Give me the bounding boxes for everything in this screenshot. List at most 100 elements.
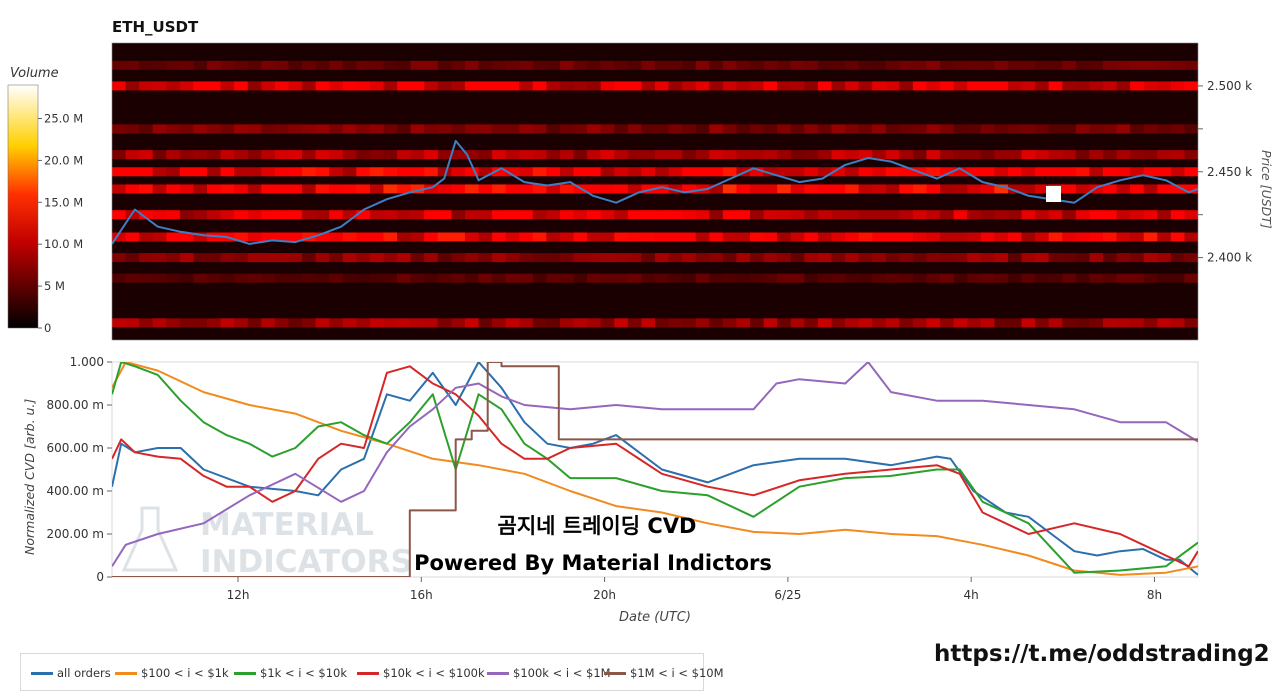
heatmap-cell <box>383 60 398 70</box>
heatmap-cell <box>1184 253 1198 263</box>
heatmap-cell <box>464 150 480 160</box>
heatmap-cell <box>220 124 235 134</box>
heatmap-cell <box>288 150 303 160</box>
heatmap-cell <box>885 232 900 242</box>
heatmap-cell <box>492 318 507 328</box>
heatmap-cell <box>763 150 778 160</box>
heatmap-cell <box>695 60 710 70</box>
heatmap-cell <box>1021 167 1036 177</box>
heatmap-cell <box>478 232 493 242</box>
heatmap-cell <box>274 150 290 160</box>
heatmap-cell <box>1021 232 1036 242</box>
heatmap-cell <box>383 318 398 328</box>
heatmap-cell <box>356 210 371 220</box>
heatmap-cell <box>424 184 439 194</box>
heatmap-cell <box>817 253 833 263</box>
telegram-link[interactable]: https://t.me/oddstrading2 <box>934 641 1270 667</box>
heatmap-cell <box>220 253 235 263</box>
heatmap-cell <box>750 60 765 70</box>
heatmap-cell <box>1089 81 1104 91</box>
heatmap-cell <box>261 273 276 283</box>
heatmap-cell <box>858 232 873 242</box>
heatmap-cell <box>356 60 371 70</box>
heatmap-cell <box>397 60 412 70</box>
heatmap-cell <box>817 81 833 91</box>
heatmap-cell <box>899 210 914 220</box>
heatmap-cell <box>532 232 547 242</box>
heatmap-cell <box>573 167 588 177</box>
heatmap-cell <box>641 167 656 177</box>
heatmap-cell <box>980 124 995 134</box>
heatmap-cell <box>831 210 846 220</box>
heatmap-cell <box>546 124 561 134</box>
heatmap-cell <box>356 167 371 177</box>
heatmap-cell <box>722 81 738 91</box>
heatmap-cell <box>1035 273 1050 283</box>
heatmap-cell <box>967 253 982 263</box>
heatmap-cell <box>682 81 697 91</box>
heatmap-cell <box>926 210 941 220</box>
legend-item[interactable]: all orders <box>31 666 111 680</box>
heatmap-cell <box>505 232 520 242</box>
heatmap-cell <box>383 184 398 194</box>
heatmap-cell <box>912 253 928 263</box>
heatmap-cell <box>437 150 452 160</box>
heatmap-cell <box>980 273 995 283</box>
cvd-x-axis: 12h 16h 20h 6/25 4h 8h <box>227 577 1162 602</box>
legend-label: $10k < i < $100k <box>383 666 485 680</box>
heatmap-cell <box>899 167 914 177</box>
heatmap-cell <box>763 167 778 177</box>
heatmap-cell <box>668 273 683 283</box>
heatmap-cell <box>817 232 833 242</box>
heatmap-cell <box>166 167 181 177</box>
heatmap-cell <box>885 253 900 263</box>
heatmap-cell <box>1157 167 1172 177</box>
heatmap-cell <box>1184 81 1198 91</box>
heatmap-cell <box>587 184 602 194</box>
heatmap-cell <box>845 318 860 328</box>
heatmap-cell <box>763 184 778 194</box>
heatmap-cell <box>885 60 900 70</box>
heatmap-cell <box>573 210 588 220</box>
legend-item[interactable]: $100 < i < $1k <box>115 666 229 680</box>
heatmap-cell <box>695 232 710 242</box>
legend-item[interactable]: $1k < i < $10k <box>234 666 347 680</box>
heatmap-cell <box>451 167 466 177</box>
heatmap-cell <box>994 232 1009 242</box>
heatmap-cell <box>302 210 317 220</box>
heatmap-cell <box>247 124 262 134</box>
heatmap-cell <box>831 167 846 177</box>
colorbar-tick-label: 20.0 M <box>44 153 83 167</box>
heatmap-cell <box>831 184 846 194</box>
heatmap-cell <box>207 253 222 263</box>
legend-label: $100 < i < $1k <box>141 666 229 680</box>
heatmap-cell <box>274 318 290 328</box>
heatmap-cell <box>750 150 765 160</box>
heatmap-cell <box>166 124 181 134</box>
legend-item[interactable]: $10k < i < $100k <box>357 666 485 680</box>
heatmap-cell <box>967 167 982 177</box>
heatmap-cell <box>777 124 792 134</box>
heatmap-cell <box>858 150 873 160</box>
heatmap-cell <box>573 273 588 283</box>
heatmap-cell <box>1184 318 1198 328</box>
heatmap-cell <box>437 273 452 283</box>
heatmap-cell <box>1089 210 1104 220</box>
heatmap-cell <box>695 253 710 263</box>
heatmap-cell <box>777 60 792 70</box>
legend-item[interactable]: $1M < i < $10M <box>604 666 724 680</box>
heatmap-cell <box>478 167 493 177</box>
heatmap-cell <box>899 318 914 328</box>
heatmap-cell <box>709 167 724 177</box>
heatmap-cell <box>790 124 805 134</box>
heatmap-cell <box>1184 167 1198 177</box>
heatmap-cell <box>1021 273 1036 283</box>
cvd-x-tick-label: 12h <box>227 588 250 602</box>
heatmap-cell <box>369 150 385 160</box>
watermark-line-2: INDICATORS <box>200 544 413 580</box>
heatmap-cell <box>790 253 805 263</box>
heatmap-cell <box>858 81 873 91</box>
heatmap-y-tick-label: 2.400 k <box>1207 251 1252 265</box>
legend-item[interactable]: $100k < i < $1M <box>487 666 611 680</box>
heatmap-cell <box>1089 273 1104 283</box>
